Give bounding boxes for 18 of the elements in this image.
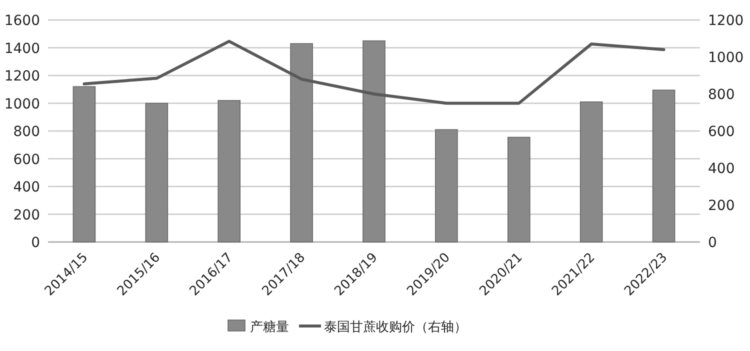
legend-label: 泰国甘蔗收购价（右轴） xyxy=(324,320,467,335)
y2-tick-label: 1200 xyxy=(708,13,744,29)
y-tick-label: 600 xyxy=(13,152,40,168)
y-tick-label: 1000 xyxy=(4,96,40,112)
legend-label: 产糖量 xyxy=(250,320,289,335)
y2-tick-label: 1000 xyxy=(708,50,744,66)
y-tick-label: 800 xyxy=(13,124,40,140)
y-tick-label: 1200 xyxy=(4,68,40,84)
y2-tick-label: 800 xyxy=(708,87,735,103)
y-tick-label: 1600 xyxy=(4,13,40,29)
y-tick-label: 0 xyxy=(31,235,40,251)
y2-tick-label: 600 xyxy=(708,124,735,140)
y-tick-label: 1400 xyxy=(4,40,40,57)
y-tick-label: 400 xyxy=(13,180,40,196)
y-tick-label: 200 xyxy=(13,207,40,224)
y2-tick-label: 200 xyxy=(708,198,735,214)
y2-tick-label: 0 xyxy=(708,235,717,251)
y2-tick-label: 400 xyxy=(708,161,735,177)
